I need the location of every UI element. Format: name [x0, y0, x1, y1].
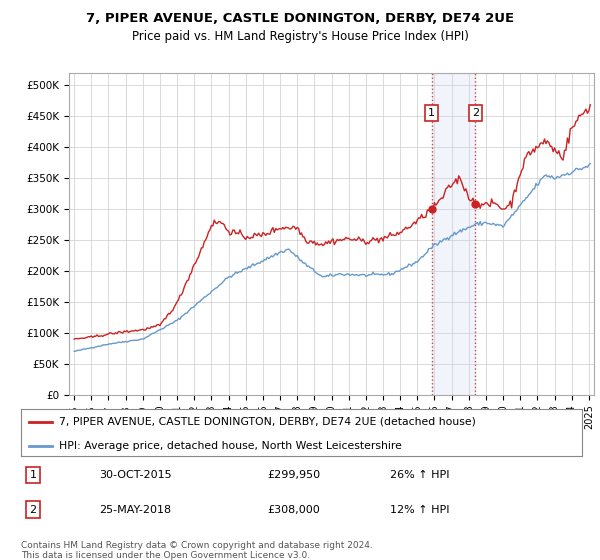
- Text: 30-OCT-2015: 30-OCT-2015: [99, 470, 172, 480]
- Text: 25-MAY-2018: 25-MAY-2018: [99, 505, 171, 515]
- Text: Contains HM Land Registry data © Crown copyright and database right 2024.
This d: Contains HM Land Registry data © Crown c…: [21, 541, 373, 560]
- Text: £299,950: £299,950: [267, 470, 320, 480]
- Text: £308,000: £308,000: [267, 505, 320, 515]
- Text: 12% ↑ HPI: 12% ↑ HPI: [390, 505, 449, 515]
- Text: 26% ↑ HPI: 26% ↑ HPI: [390, 470, 449, 480]
- Bar: [431, 73, 475, 395]
- Text: 2: 2: [29, 505, 37, 515]
- Text: 7, PIPER AVENUE, CASTLE DONINGTON, DERBY, DE74 2UE (detached house): 7, PIPER AVENUE, CASTLE DONINGTON, DERBY…: [59, 417, 476, 427]
- Text: Price paid vs. HM Land Registry's House Price Index (HPI): Price paid vs. HM Land Registry's House …: [131, 30, 469, 43]
- Text: HPI: Average price, detached house, North West Leicestershire: HPI: Average price, detached house, Nort…: [59, 441, 402, 451]
- Text: 1: 1: [29, 470, 37, 480]
- Text: 7, PIPER AVENUE, CASTLE DONINGTON, DERBY, DE74 2UE: 7, PIPER AVENUE, CASTLE DONINGTON, DERBY…: [86, 12, 514, 25]
- Text: 2: 2: [472, 108, 479, 118]
- Text: 1: 1: [428, 108, 435, 118]
